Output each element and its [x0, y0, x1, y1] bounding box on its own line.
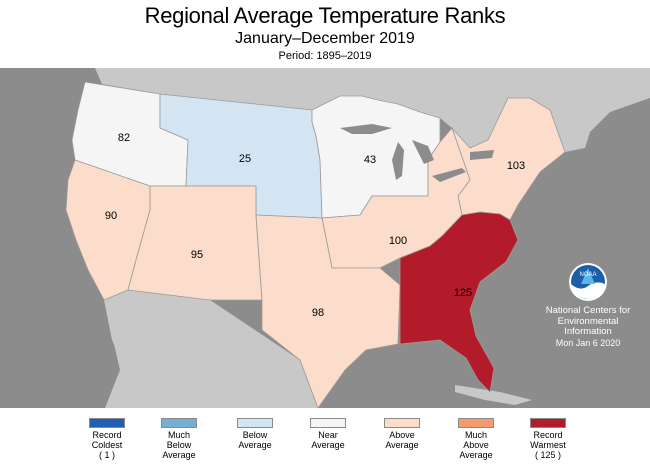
- org-line-3: Information: [564, 326, 612, 337]
- legend-swatch-much-above: [458, 418, 494, 428]
- noaa-logo-icon: NOAA: [569, 263, 607, 301]
- legend-label-above: Above Average: [385, 430, 419, 450]
- legend-label-record-coldest: Record Coldest ( 1 ): [91, 430, 123, 460]
- canada-land: [95, 68, 650, 152]
- legend-label-below: Below Average: [238, 430, 272, 450]
- cuba-land: [455, 385, 532, 405]
- legend-swatch-record-warmest: [530, 418, 566, 428]
- legend: Record Coldest ( 1 ) Much Below Average …: [0, 418, 650, 475]
- org-line-2: Environmental: [557, 315, 619, 327]
- legend-swatch-near: [310, 418, 346, 428]
- legend-label-record-warmest: Record Warmest ( 125 ): [530, 430, 566, 460]
- lake-huron: [412, 140, 434, 164]
- lake-ontario: [470, 150, 494, 160]
- legend-item-much-below: Much Below Average: [139, 418, 219, 460]
- lake-superior: [340, 124, 392, 134]
- rank-label-ohio-valley: 100: [389, 235, 407, 247]
- map-canvas: 82 25 43 103 90 95 100 98 125: [0, 68, 650, 408]
- legend-swatch-much-below: [161, 418, 197, 428]
- noaa-block: NOAA National Centers for Environmental …: [526, 262, 650, 349]
- legend-swatch-below: [237, 418, 273, 428]
- legend-label-much-above: Much Above Average: [459, 430, 493, 460]
- region-southwest[interactable]: [127, 185, 263, 301]
- legend-item-much-above: Much Above Average: [436, 418, 516, 460]
- region-southeast[interactable]: [399, 211, 519, 393]
- rank-label-southeast: 125: [454, 287, 472, 299]
- legend-item-near: Near Average: [288, 418, 368, 450]
- rank-label-northeast: 103: [507, 160, 525, 172]
- rank-label-south: 98: [312, 307, 324, 319]
- legend-label-much-below: Much Below Average: [162, 430, 196, 460]
- org-line-1: National Centers for: [545, 305, 631, 316]
- rank-label-northern-rockies-plains: 25: [239, 153, 251, 165]
- legend-label-near: Near Average: [311, 430, 345, 450]
- rank-label-upper-midwest: 43: [364, 154, 376, 166]
- rank-label-west: 90: [105, 210, 117, 222]
- map-subtitle: January–December 2019: [235, 30, 415, 47]
- issue-date: Mon Jan 6 2020: [555, 337, 621, 348]
- mexico-land: [104, 290, 318, 408]
- region-south[interactable]: [255, 214, 401, 408]
- lake-erie: [432, 168, 466, 182]
- map-period: Period: 1895–2019: [278, 50, 372, 62]
- legend-item-below: Below Average: [215, 418, 295, 450]
- noaa-logo-text: NOAA: [579, 272, 596, 278]
- rank-label-southwest: 95: [191, 249, 203, 261]
- rank-label-northwest: 82: [118, 132, 130, 144]
- us-regions-map: 82 25 43 103 90 95 100 98 125: [0, 68, 650, 408]
- map-title: Regional Average Temperature Ranks: [144, 3, 506, 28]
- legend-item-record-warmest: Record Warmest ( 125 ): [508, 418, 588, 460]
- map-header: Regional Average Temperature Ranks Janua…: [0, 0, 650, 68]
- legend-swatch-above: [384, 418, 420, 428]
- legend-item-record-coldest: Record Coldest ( 1 ): [67, 418, 147, 460]
- region-ohio-valley[interactable]: [321, 127, 471, 269]
- lake-michigan: [392, 142, 404, 180]
- legend-item-above: Above Average: [362, 418, 442, 450]
- baja-peninsula: [104, 300, 160, 408]
- legend-swatch-record-coldest: [89, 418, 125, 428]
